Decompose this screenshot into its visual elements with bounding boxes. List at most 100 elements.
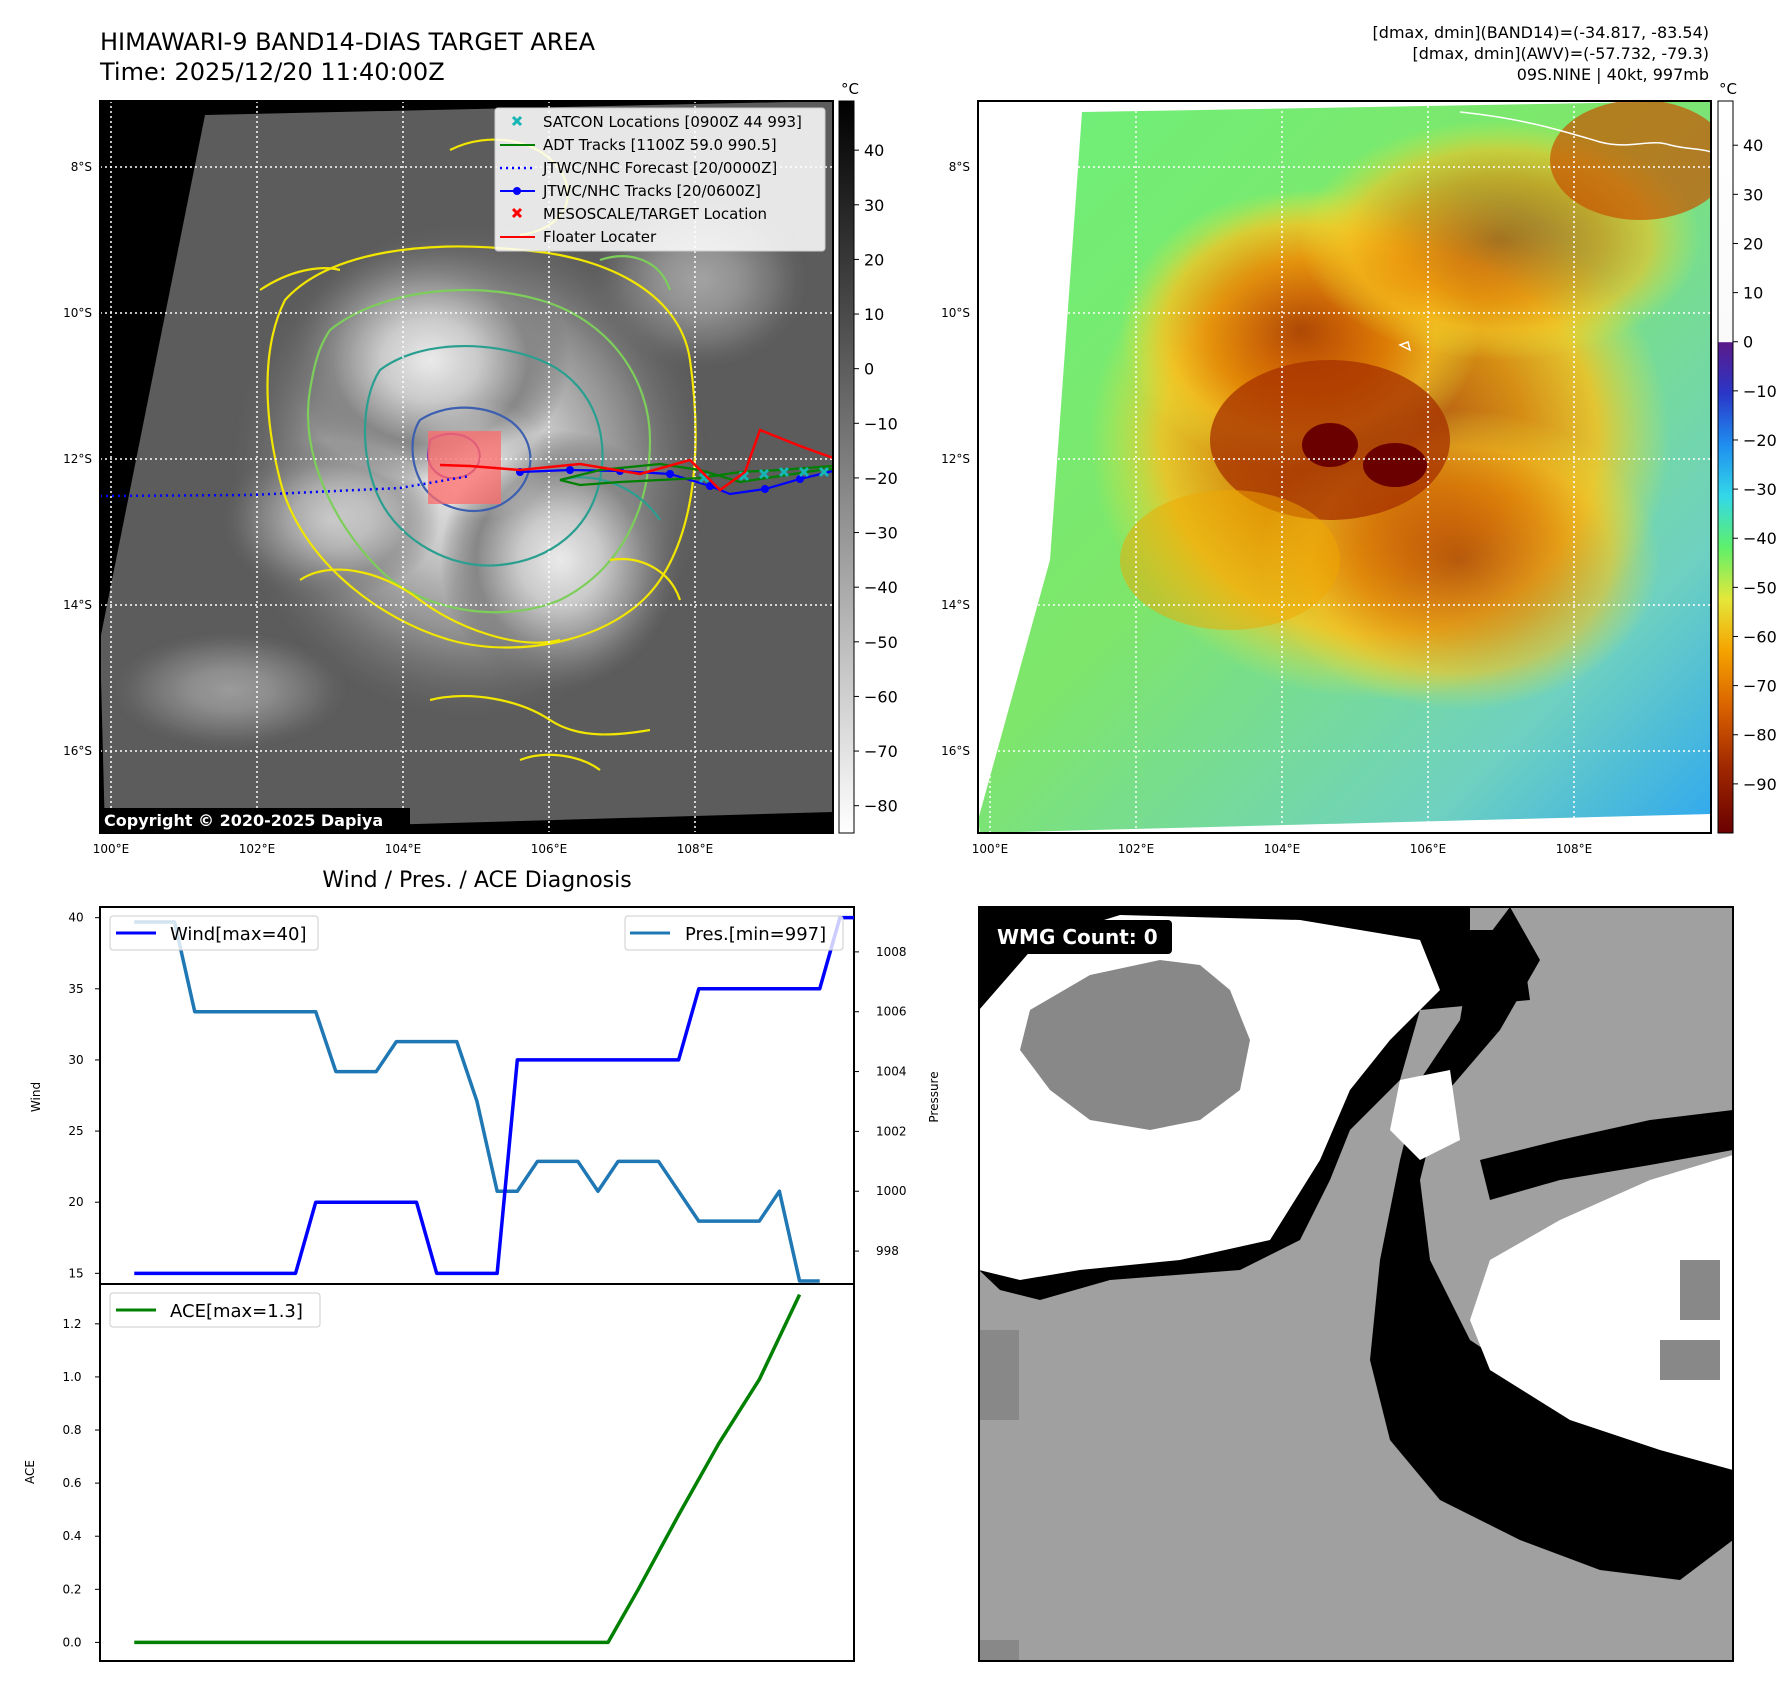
ace-tick-label: 0.4 [62,1529,81,1543]
info-line-1: [dmax, dmin](BAND14)=(-34.817, -83.54) [1373,23,1709,42]
wmg-frame [978,906,1734,1662]
colorbar-tick-label: 30 [864,196,884,215]
wind-tick-label: 35 [68,982,83,996]
map-frame [99,100,834,834]
colorbar-tick-label: −90 [1743,775,1777,794]
wind-ylabel: Wind [29,1082,43,1112]
wind-plot-area [134,915,854,1283]
legend-dot-icon [513,187,521,195]
wmg-panel: WMG Count: 0 [978,906,1734,1662]
map-lon-labels: 100°E 102°E 104°E 106°E 108°E [972,842,1593,856]
lat-tick-label: 12°S [941,452,970,466]
pressure-tick-label: 1004 [876,1065,907,1079]
colorbar-tick-label: −20 [864,469,898,488]
lon-tick-label: 106°E [1410,842,1447,856]
colorbar-tick-label: −80 [1743,726,1777,745]
wind-pressure-chart: 15 20 25 30 35 40 998 1000 1002 1004 1006 1008 Win… [29,906,941,1285]
lon-tick-label: 100°E [972,842,1009,856]
colorbar-tick-label: −60 [1743,627,1777,646]
colorbar-tick-label: −10 [864,414,898,433]
ace-legend: ACE[max=1.3] [109,1292,321,1328]
ace-chart: 0.0 0.2 0.4 0.6 0.8 1.0 1.2 ACE ACE[max=1.3] [23,1283,855,1662]
copyright-box [100,808,410,832]
legend-label: ADT Tracks [1100Z 59.0 990.5] [543,136,777,154]
awv-cloud-field [1090,101,1711,710]
left-colorbar-gradient [838,100,855,834]
info-line-2: [dmax, dmin](AWV)=(-57.732, -79.3) [1412,44,1709,63]
colorbar-tick-label: −60 [864,687,898,706]
right-colorbar: °C 40 30 20 10 0 −10 −20 −30 −40 −50 −60 −70 −80 −90 [1717,80,1777,834]
colorbar-tick-label: 30 [1743,185,1763,204]
ace-tick-label: 1.0 [62,1370,81,1384]
ace-tick-label: 0.0 [62,1635,81,1649]
pressure-tick-label: 1008 [876,945,907,959]
wind-series-line [134,915,854,1276]
lat-tick-label: 14°S [941,598,970,612]
awv-map: 8°S 10°S 12°S 14°S 16°S 100°E 102°E 104°… [941,100,1712,856]
left-colorbar-ticks: 40 30 20 10 0 −10 −20 −30 −40 −50 −60 −70 −80 [854,141,898,816]
wind-tick-label: 20 [68,1195,83,1209]
lon-tick-label: 102°E [239,842,276,856]
legend-label: JTWC/NHC Forecast [20/0000Z] [542,159,777,177]
ace-axes-frame [99,1283,855,1662]
wmg-gray-patch [1680,1260,1720,1320]
colorbar-tick-label: 40 [864,141,884,160]
ace-y-ticks: 0.0 0.2 0.4 0.6 0.8 1.0 1.2 [62,1317,100,1649]
ace-legend-box [109,1292,321,1328]
ace-legend-label: ACE[max=1.3] [170,1301,303,1322]
colorbar-tick-label: 20 [1743,234,1763,253]
ace-tick-label: 1.2 [62,1317,81,1331]
colorbar-tick-label: 10 [1743,284,1763,303]
lat-tick-label: 12°S [63,452,92,466]
map-lat-labels: 8°S 10°S 12°S 14°S 16°S [63,160,92,758]
colorbar-tick-label: −80 [864,797,898,816]
colorbar-tick-label: −40 [1743,529,1777,548]
lat-tick-label: 8°S [949,160,970,174]
right-colorbar-gradient [1717,100,1734,834]
legend-x-marker-icon [511,207,523,219]
pressure-legend: Pres.[min=997] [624,915,844,951]
wmg-count-label: WMG Count: 0 [997,925,1158,949]
floater-locater-track [439,428,833,492]
legend-label: SATCON Locations [0900Z 44 993] [543,113,802,131]
lon-tick-label: 106°E [531,842,568,856]
colorbar-tick-label: −70 [1743,677,1777,696]
colorbar-tick-label: 0 [1743,333,1753,352]
pressure-legend-box [624,915,844,951]
coastline [1459,111,1711,153]
pressure-tick-label: 1006 [876,1005,907,1019]
colorbar-tick-label: 10 [864,305,884,324]
wmg-black-band [1370,907,1733,1580]
wind-y-ticks: 15 20 25 30 35 40 [68,911,100,1280]
ace-tick-label: 0.8 [62,1423,81,1437]
lon-tick-label: 100°E [93,842,130,856]
colorbar-tick-label: −10 [1743,382,1777,401]
wind-legend-box [109,915,319,951]
pressure-tick-label: 1000 [876,1184,907,1198]
ace-plot-area [134,1293,802,1645]
left-colorbar-unit: °C [841,80,859,98]
title-line-2: Time: 2025/12/20 11:40:00Z [99,58,445,86]
wmg-white-pocket [1390,1070,1460,1160]
colorbar-tick-label: 0 [864,360,874,379]
colorbar-tick-label: 20 [864,250,884,269]
wmg-count-box [988,920,1172,954]
lat-tick-label: 16°S [63,744,92,758]
lat-tick-label: 10°S [63,306,92,320]
pressure-legend-label: Pres.[min=997] [685,924,826,945]
island-marker [1398,341,1412,352]
lat-tick-label: 8°S [71,160,92,174]
info-line-3: 09S.NINE | 40kt, 997mb [1517,65,1709,84]
colorbar-tick-label: −30 [1743,480,1777,499]
wmg-black-stripe [1480,1110,1733,1200]
wmg-gray-patch [979,1330,1019,1420]
pressure-series-line [134,920,820,1283]
copyright-text: Copyright © 2020-2025 Dapiya [104,811,383,830]
colorbar-tick-label: 40 [1743,136,1763,155]
wind-axes-frame [99,906,855,1285]
pressure-tick-label: 998 [876,1244,899,1258]
wmg-dark-gray-region [1020,960,1250,1130]
wind-legend-label: Wind[max=40] [170,924,307,945]
colorbar-tick-label: −30 [864,524,898,543]
